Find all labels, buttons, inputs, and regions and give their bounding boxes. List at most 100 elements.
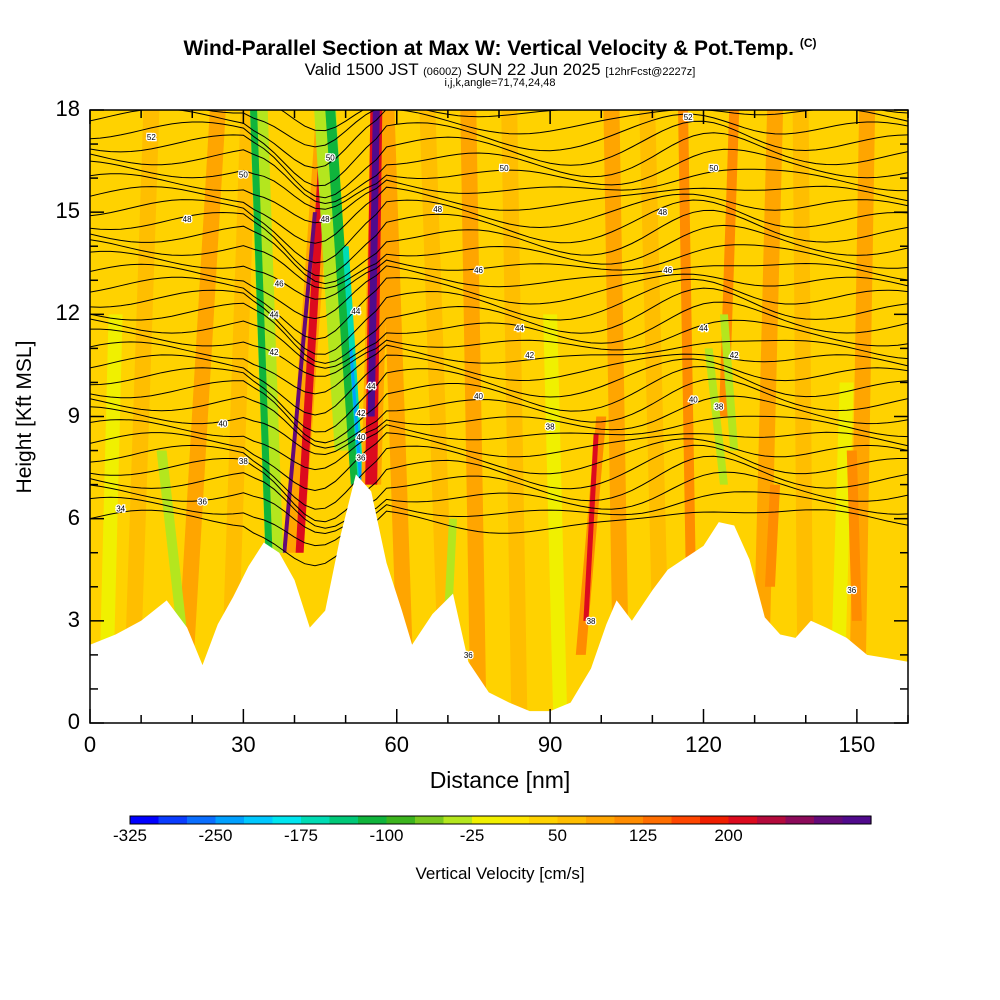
field-band <box>174 110 226 723</box>
colorbar-swatch <box>472 816 502 824</box>
field-band <box>378 110 415 723</box>
chart-title: Wind-Parallel Section at Max W: Vertical… <box>0 36 1000 61</box>
theta-contour-label: 40 <box>357 433 366 442</box>
theta-contour-label: 46 <box>474 266 483 275</box>
colorbar-swatch <box>187 816 217 824</box>
theta-contour-label: 36 <box>847 586 856 595</box>
theta-contour-label: 38 <box>546 423 555 432</box>
x-tick-label: 60 <box>384 732 409 757</box>
theta-contour-label: 46 <box>663 266 672 275</box>
colorbar-swatch <box>130 816 160 824</box>
theta-contour-label: 40 <box>474 392 483 401</box>
colorbar-swatch <box>785 816 815 824</box>
downdraft-central-blue <box>349 348 363 485</box>
theta-contour-line <box>90 471 908 535</box>
x-tick-label: 150 <box>838 732 876 757</box>
colorbar-tick-label: 200 <box>714 826 743 845</box>
valid-time: Valid 1500 JST <box>304 60 419 79</box>
theta-contour-line <box>90 244 908 300</box>
theta-contour-line <box>90 193 908 264</box>
theta-contour-line <box>90 199 908 277</box>
theta-contour-label: 42 <box>730 351 739 360</box>
updraft-central-max <box>367 110 380 417</box>
x-tick-label: 30 <box>231 732 256 757</box>
colorbar-tick-label: -325 <box>112 826 148 845</box>
chart-title-text: Wind-Parallel Section at Max W: Vertical… <box>183 37 794 60</box>
theta-contour-line <box>90 224 908 290</box>
theta-contour-label: 48 <box>658 208 667 217</box>
chart-subtitle: Valid 1500 JST (0600Z) SUN 22 Jun 2025 [… <box>0 60 1000 80</box>
theta-contour-label: 44 <box>367 382 376 391</box>
theta-contour-label: 38 <box>714 402 723 411</box>
theta-contours <box>90 110 908 567</box>
colorbar-frame <box>129 815 872 825</box>
theta-contour-label: 50 <box>709 164 718 173</box>
theta-contour-line <box>90 120 908 199</box>
colorbar-swatch <box>700 816 730 824</box>
theta-contour-line <box>90 431 908 492</box>
theta-contour-label: 44 <box>699 324 708 333</box>
theta-contour-line <box>90 395 908 456</box>
colorbar-swatch <box>757 816 787 824</box>
y-tick-label: 18 <box>55 96 80 121</box>
theta-contour-label: 38 <box>239 457 248 466</box>
theta-contour-label: 48 <box>321 215 330 224</box>
theta-contour-label: 52 <box>147 133 156 142</box>
theta-contour-line <box>90 185 908 244</box>
theta-contour-line <box>90 113 908 187</box>
theta-contour-line <box>90 491 908 547</box>
field-band <box>639 110 671 723</box>
theta-contour-label: 48 <box>183 215 192 224</box>
colorbar-tick-label: -25 <box>459 826 485 845</box>
colorbar-swatch <box>329 816 359 824</box>
downdraft-band <box>443 518 457 621</box>
theta-contour-label: 44 <box>351 307 360 316</box>
y-tick-label: 3 <box>67 606 80 632</box>
colorbar-swatch <box>244 816 274 824</box>
theta-contour-line <box>90 110 908 169</box>
theta-contour-line <box>90 378 908 449</box>
field-band <box>603 110 630 723</box>
colorbar-swatch <box>728 816 758 824</box>
y-tick-label: 0 <box>67 709 80 734</box>
theta-contour-label: 42 <box>357 409 366 418</box>
colorbar-swatch <box>158 816 188 824</box>
colorbar-tick-label: -250 <box>198 826 233 845</box>
theta-contour-line <box>90 455 908 529</box>
theta-contour-line <box>90 278 908 355</box>
downdraft-band <box>704 348 728 485</box>
colorbar-swatch <box>586 816 616 824</box>
colorbar-swatch <box>529 816 559 824</box>
colorbar-tick-label: 125 <box>628 826 658 845</box>
theta-contour-label: 40 <box>218 419 227 428</box>
x-axis-label: Distance [nm] <box>429 767 571 793</box>
colorbar-swatch <box>215 816 245 824</box>
x-tick-label: 0 <box>83 732 97 757</box>
colorbar-swatch <box>671 816 701 824</box>
theta-contour-label: 34 <box>116 504 125 513</box>
theta-contour-label: 40 <box>689 395 698 404</box>
x-tick-label: 120 <box>685 732 722 757</box>
theta-contour-label: 52 <box>684 113 693 122</box>
field-band <box>460 110 487 723</box>
theta-contour-line <box>90 339 908 395</box>
theta-contour-line <box>90 509 908 567</box>
y-tick-label: 6 <box>67 504 80 530</box>
theta-contour-line <box>90 168 908 224</box>
field-band <box>220 110 257 723</box>
theta-contour-line <box>90 287 908 364</box>
theta-contour-label: 36 <box>357 453 366 462</box>
theta-contour-line <box>90 262 908 320</box>
colorbar-swatch <box>272 816 302 824</box>
terrain <box>90 474 908 723</box>
theta-contour-line <box>90 301 908 369</box>
theta-contour-line <box>90 319 908 377</box>
colorbar-swatch <box>557 816 587 824</box>
colorbar-swatch <box>842 816 872 824</box>
x-tick-label: 90 <box>537 732 563 757</box>
valid-date: SUN 22 Jun 2025 <box>466 60 601 79</box>
theta-contour-label: 50 <box>239 171 248 180</box>
updraft-west-core <box>295 110 330 553</box>
theta-contour-label: 50 <box>326 154 335 163</box>
y-tick-label: 15 <box>55 198 80 224</box>
